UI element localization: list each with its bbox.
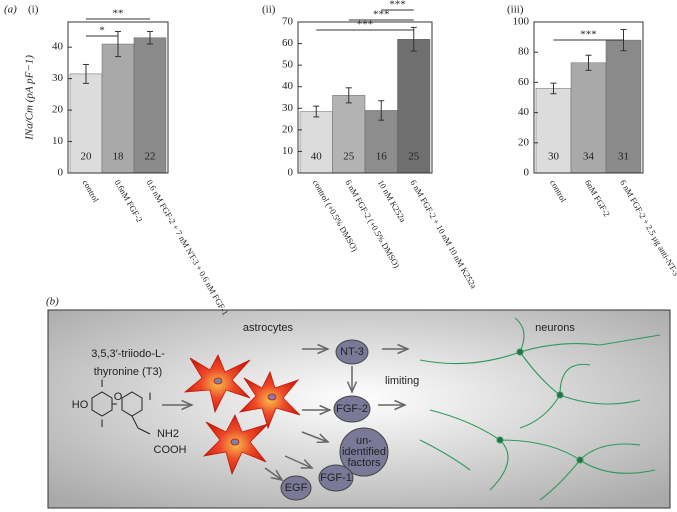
node-label: FGF-2 xyxy=(336,403,368,415)
astrocytes-drawing xyxy=(183,354,301,476)
x-tick-label: 0.6nM FGF-2 xyxy=(113,178,145,224)
y-tick-label: 0 xyxy=(58,167,64,179)
y-tick-label: 100 xyxy=(513,16,530,28)
y-tick-label: 80 xyxy=(518,46,530,58)
structure-atom: HO xyxy=(72,399,89,411)
y-tick-label: 40 xyxy=(52,41,64,53)
x-tick-label: control xyxy=(548,178,569,204)
significance-label: *** xyxy=(357,19,374,31)
structure-atom: COOH xyxy=(154,444,187,456)
count-label: 30 xyxy=(548,151,560,163)
astrocytes-label: astrocytes xyxy=(243,322,294,334)
node-label: EGF xyxy=(285,482,308,494)
y-tick-label: 60 xyxy=(518,76,530,88)
plot-frame xyxy=(67,21,169,174)
x-tick-label: 6 nM FGF-2 + 2.5 µg anti-NT-3 xyxy=(618,178,677,278)
y-tick-label: 20 xyxy=(52,104,64,116)
bar xyxy=(397,39,431,174)
panel-title: (ii) xyxy=(262,4,276,16)
structure-atom: I xyxy=(100,378,103,390)
structure-atom: I xyxy=(100,418,103,430)
x-tick-label: 0.6 nM FGF-2 + 7 nM NT-3 + 0.6 nM FGF-1 xyxy=(145,178,231,317)
y-tick-label: 40 xyxy=(518,106,530,118)
node-label: identified xyxy=(342,446,386,458)
y-tick-label: 20 xyxy=(518,136,530,148)
count-label: 34 xyxy=(583,151,595,163)
x-tick-label: 6nM FGF-2 xyxy=(583,178,612,218)
y-tick-label: 10 xyxy=(52,135,64,147)
node-label: NT-3 xyxy=(340,346,364,358)
bar xyxy=(570,62,607,174)
y-axis-label: INa/Cm (pA pF−1) xyxy=(24,55,36,141)
node-label: FGF-1 xyxy=(320,472,352,484)
structure-atom: I xyxy=(148,391,151,403)
bar xyxy=(299,111,333,174)
count-label: 25 xyxy=(343,151,355,163)
count-label: 31 xyxy=(618,151,629,163)
y-tick-label: 30 xyxy=(52,72,64,84)
count-label: 20 xyxy=(81,151,93,163)
count-label: 16 xyxy=(376,151,388,163)
count-label: 25 xyxy=(408,151,420,163)
bar xyxy=(364,110,398,174)
node-label: factors xyxy=(347,457,381,469)
panel-title: (i) xyxy=(28,4,39,16)
y-tick-label: 60 xyxy=(282,37,294,49)
arrows xyxy=(162,349,408,480)
significance-label: *** xyxy=(389,0,406,11)
bar xyxy=(332,95,366,174)
x-tick-label: 10 nM K252a xyxy=(376,178,408,224)
neurons-drawing xyxy=(419,317,661,501)
structure-atom: O xyxy=(114,391,123,403)
y-tick-label: 0 xyxy=(524,167,530,179)
count-label: 40 xyxy=(311,151,323,163)
y-tick-label: 0 xyxy=(288,167,294,179)
y-tick-label: 50 xyxy=(282,59,294,71)
significance-label: * xyxy=(99,25,105,37)
x-tick-label: control xyxy=(81,178,102,204)
significance-label: *** xyxy=(373,9,390,21)
t3-label: 3,5,3′-triiodo-L- xyxy=(91,348,165,360)
x-tick-label: 6 nM FGF-2 + 10 nM 10 nM K252a xyxy=(408,178,479,290)
y-tick-label: 20 xyxy=(282,123,294,135)
bar xyxy=(133,37,167,174)
y-tick-label: 70 xyxy=(282,16,294,28)
count-label: 18 xyxy=(113,151,125,163)
count-label: 22 xyxy=(145,151,156,163)
limiting-label: limiting xyxy=(385,375,419,387)
panel-label: (b) xyxy=(46,296,59,308)
neurons-label: neurons xyxy=(535,322,575,334)
y-tick-label: 10 xyxy=(282,145,294,157)
t3-label: thyronine (T3) xyxy=(94,366,162,378)
t3-structure xyxy=(91,391,151,435)
node-label: un- xyxy=(356,435,372,447)
y-tick-label: 30 xyxy=(282,102,294,114)
bar xyxy=(605,39,642,174)
panel-label: (a) xyxy=(4,4,17,16)
structure-atom: NH2 xyxy=(157,428,179,440)
significance-label: *** xyxy=(580,29,597,41)
plot-frame xyxy=(297,21,433,174)
significance-label: ** xyxy=(113,8,124,20)
bar xyxy=(101,43,135,174)
y-tick-label: 40 xyxy=(282,80,294,92)
plot-frame xyxy=(533,21,644,174)
panel-title: (iii) xyxy=(507,4,524,16)
factor-nodes xyxy=(280,339,389,501)
